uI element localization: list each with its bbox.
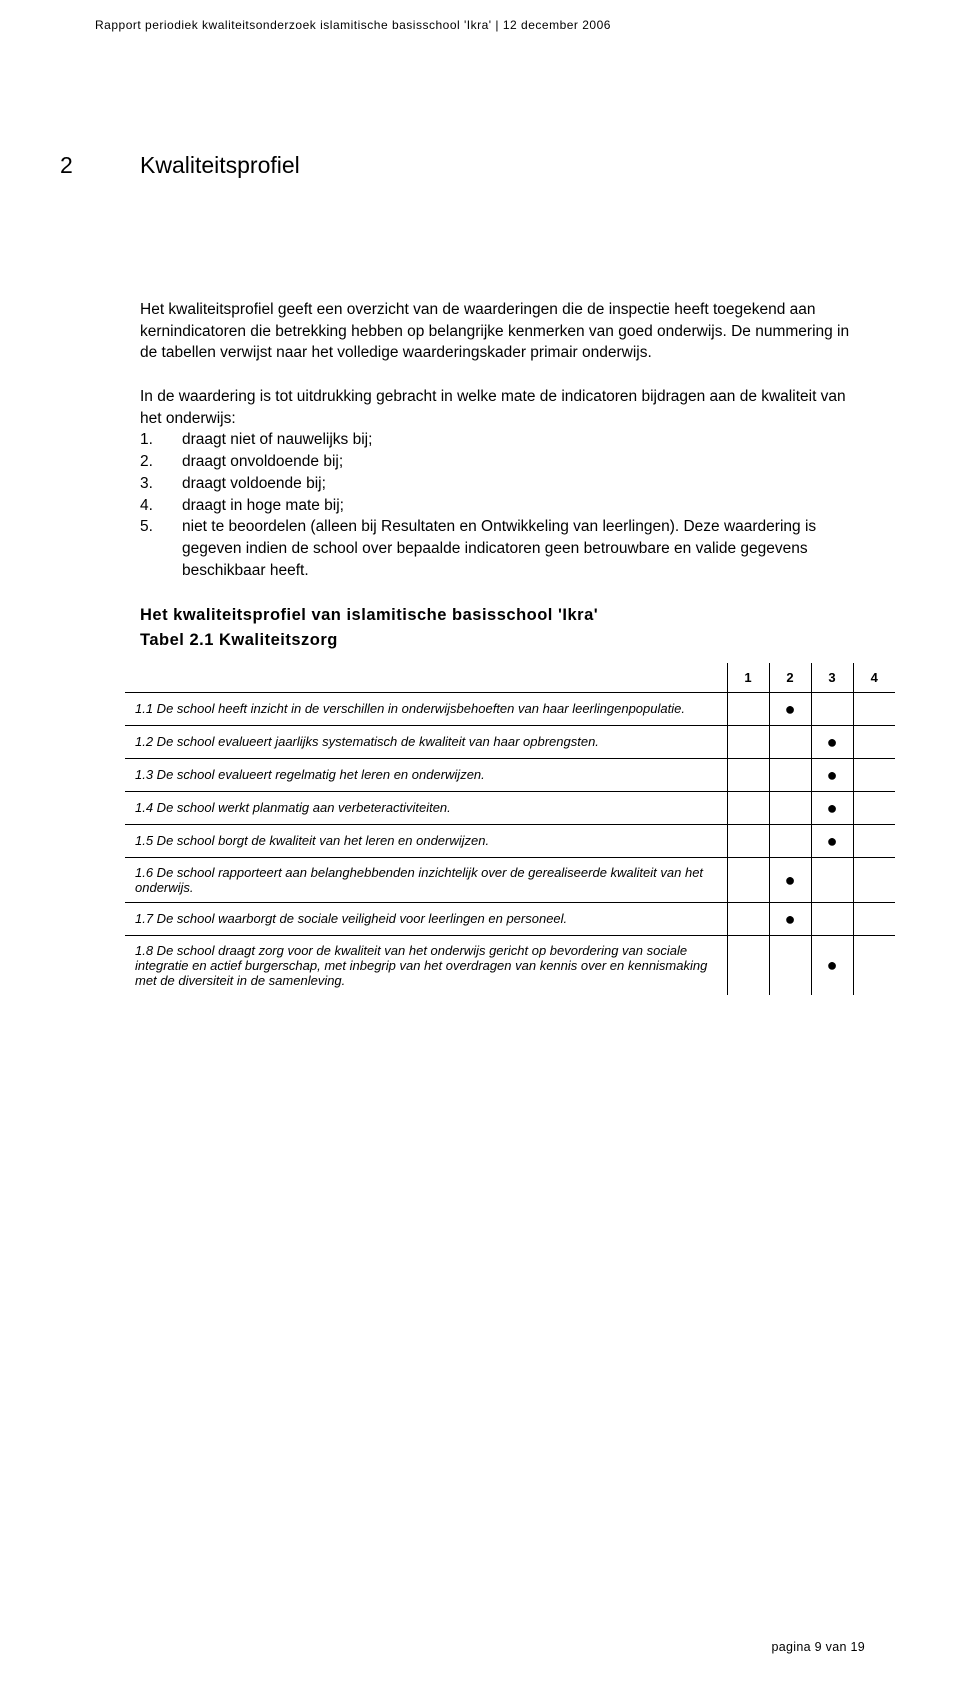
table-cell-mark	[853, 791, 895, 824]
table-cell-desc: 1.6 De school rapporteert aan belanghebb…	[125, 857, 727, 902]
list-item: 1. draagt niet of nauwelijks bij;	[140, 429, 865, 451]
table-cell-mark: ●	[811, 791, 853, 824]
table-cell-mark	[853, 824, 895, 857]
table-cell-mark	[811, 902, 853, 935]
table-header-col: 4	[853, 663, 895, 693]
table-header-desc	[125, 663, 727, 693]
table-cell-mark	[853, 857, 895, 902]
table-cell-desc: 1.3 De school evalueert regelmatig het l…	[125, 758, 727, 791]
table-cell-mark	[853, 758, 895, 791]
list-number: 2.	[140, 451, 182, 473]
table-header-col: 2	[769, 663, 811, 693]
table-cell-mark: ●	[769, 692, 811, 725]
profile-heading-line2: Tabel 2.1 Kwaliteitszorg	[140, 628, 865, 653]
table-row: 1.5 De school borgt de kwaliteit van het…	[125, 824, 895, 857]
list-text: draagt in hoge mate bij;	[182, 495, 865, 517]
list-number: 3.	[140, 473, 182, 495]
list-number: 5.	[140, 516, 182, 581]
table-row: 1.3 De school evalueert regelmatig het l…	[125, 758, 895, 791]
table-cell-desc: 1.1 De school heeft inzicht in de versch…	[125, 692, 727, 725]
quality-table: 1 2 3 4 1.1 De school heeft inzicht in d…	[125, 663, 895, 995]
table-row: 1.4 De school werkt planmatig aan verbet…	[125, 791, 895, 824]
table-cell-mark	[727, 758, 769, 791]
list-number: 1.	[140, 429, 182, 451]
table-cell-mark: ●	[811, 758, 853, 791]
table-cell-desc: 1.8 De school draagt zorg voor de kwalit…	[125, 935, 727, 995]
rating-list: 1. draagt niet of nauwelijks bij; 2. dra…	[140, 429, 865, 581]
table-row: 1.7 De school waarborgt de sociale veili…	[125, 902, 895, 935]
table-cell-mark: ●	[811, 935, 853, 995]
table-cell-mark	[811, 857, 853, 902]
table-cell-mark	[727, 902, 769, 935]
table-header-row: 1 2 3 4	[125, 663, 895, 693]
section-heading: 2 Kwaliteitsprofiel	[95, 152, 865, 179]
section-title: Kwaliteitsprofiel	[140, 152, 865, 179]
table-row: 1.6 De school rapporteert aan belanghebb…	[125, 857, 895, 902]
table-cell-mark	[769, 758, 811, 791]
table-cell-mark	[853, 692, 895, 725]
table-cell-desc: 1.2 De school evalueert jaarlijks system…	[125, 725, 727, 758]
table-cell-mark	[727, 935, 769, 995]
table-cell-mark	[769, 824, 811, 857]
profile-heading: Het kwaliteitsprofiel van islamitische b…	[140, 603, 865, 653]
table-cell-mark	[727, 791, 769, 824]
list-item: 4. draagt in hoge mate bij;	[140, 495, 865, 517]
list-item: 3. draagt voldoende bij;	[140, 473, 865, 495]
list-text: draagt niet of nauwelijks bij;	[182, 429, 865, 451]
table-cell-mark	[727, 725, 769, 758]
list-item: 5. niet te beoordelen (alleen bij Result…	[140, 516, 865, 581]
table-cell-mark	[727, 824, 769, 857]
list-text: draagt voldoende bij;	[182, 473, 865, 495]
paragraph-1: Het kwaliteitsprofiel geeft een overzich…	[140, 299, 865, 364]
table-cell-desc: 1.4 De school werkt planmatig aan verbet…	[125, 791, 727, 824]
table-cell-desc: 1.7 De school waarborgt de sociale veili…	[125, 902, 727, 935]
table-cell-mark	[853, 725, 895, 758]
table-cell-mark	[853, 935, 895, 995]
table-cell-mark	[769, 725, 811, 758]
table-header-col: 3	[811, 663, 853, 693]
table-row: 1.2 De school evalueert jaarlijks system…	[125, 725, 895, 758]
list-text: niet te beoordelen (alleen bij Resultate…	[182, 516, 865, 581]
table-cell-mark	[727, 857, 769, 902]
table-row: 1.8 De school draagt zorg voor de kwalit…	[125, 935, 895, 995]
table-cell-mark	[727, 692, 769, 725]
table-cell-mark: ●	[769, 857, 811, 902]
section-number: 2	[60, 152, 73, 179]
paragraph-2: In de waardering is tot uitdrukking gebr…	[140, 386, 865, 429]
table-cell-mark: ●	[811, 725, 853, 758]
list-item: 2. draagt onvoldoende bij;	[140, 451, 865, 473]
page-footer: pagina 9 van 19	[772, 1640, 865, 1654]
list-number: 4.	[140, 495, 182, 517]
table-cell-mark	[769, 791, 811, 824]
page-header: Rapport periodiek kwaliteitsonderzoek is…	[95, 18, 865, 32]
table-cell-mark	[811, 692, 853, 725]
table-cell-mark	[853, 902, 895, 935]
table-cell-mark: ●	[811, 824, 853, 857]
table-header-col: 1	[727, 663, 769, 693]
page: Rapport periodiek kwaliteitsonderzoek is…	[0, 0, 960, 1684]
profile-heading-line1: Het kwaliteitsprofiel van islamitische b…	[140, 603, 865, 628]
table-cell-mark	[769, 935, 811, 995]
table-row: 1.1 De school heeft inzicht in de versch…	[125, 692, 895, 725]
table-cell-desc: 1.5 De school borgt de kwaliteit van het…	[125, 824, 727, 857]
table-cell-mark: ●	[769, 902, 811, 935]
list-text: draagt onvoldoende bij;	[182, 451, 865, 473]
